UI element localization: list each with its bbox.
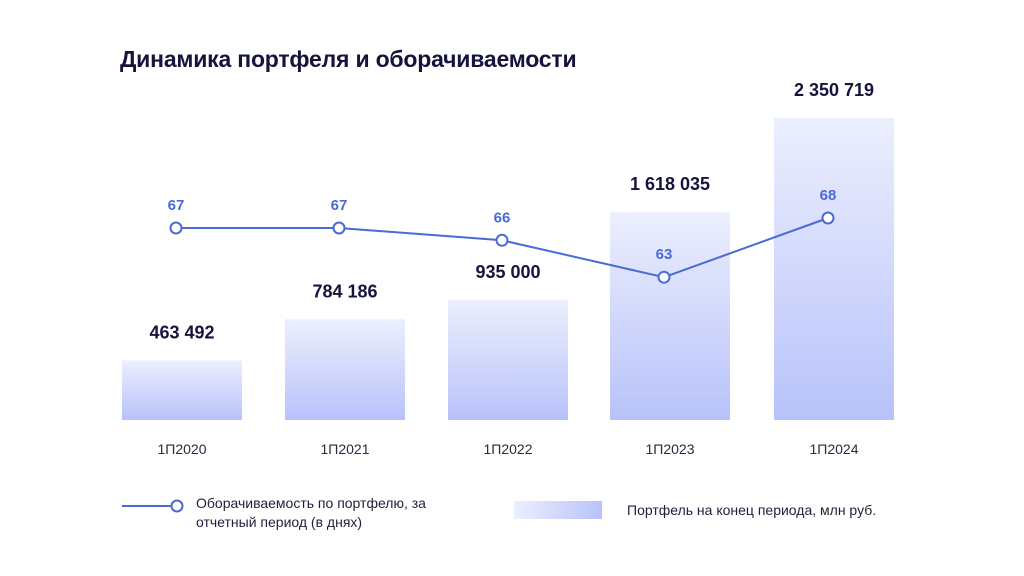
x-tick-label: 1П2024 (810, 441, 859, 457)
chart-title: Динамика портфеля и оборачиваемости (120, 46, 577, 72)
x-tick-label: 1П2020 (158, 441, 207, 457)
bar-value-label: 2 350 719 (794, 80, 874, 100)
turnover-point (495, 233, 509, 247)
turnover-value-label: 67 (168, 197, 185, 214)
x-tick-label: 1П2021 (321, 441, 370, 457)
turnover-value-label: 67 (331, 197, 348, 214)
turnover-point (821, 211, 835, 225)
bar-value-label: 935 000 (475, 262, 540, 282)
turnover-value-label: 68 (820, 187, 837, 204)
bar-1П2021 (285, 319, 405, 420)
turnover-point (332, 221, 346, 235)
turnover-value-label: 63 (656, 246, 673, 263)
bar-1П2020 (122, 360, 242, 420)
bar-value-label: 463 492 (149, 322, 214, 342)
turnover-point (657, 270, 671, 284)
bar-1П2023 (610, 212, 730, 420)
legend-line-marker (170, 499, 184, 513)
legend-bar-swatch (514, 501, 602, 519)
bar-1П2022 (448, 299, 568, 420)
x-tick-label: 1П2022 (484, 441, 533, 457)
x-tick-label: 1П2023 (646, 441, 695, 457)
turnover-value-label: 66 (494, 209, 511, 226)
bar-1П2024 (774, 118, 894, 420)
turnover-point (169, 221, 183, 235)
bar-value-label: 784 186 (312, 281, 377, 301)
bar-value-label: 1 618 035 (630, 174, 710, 194)
